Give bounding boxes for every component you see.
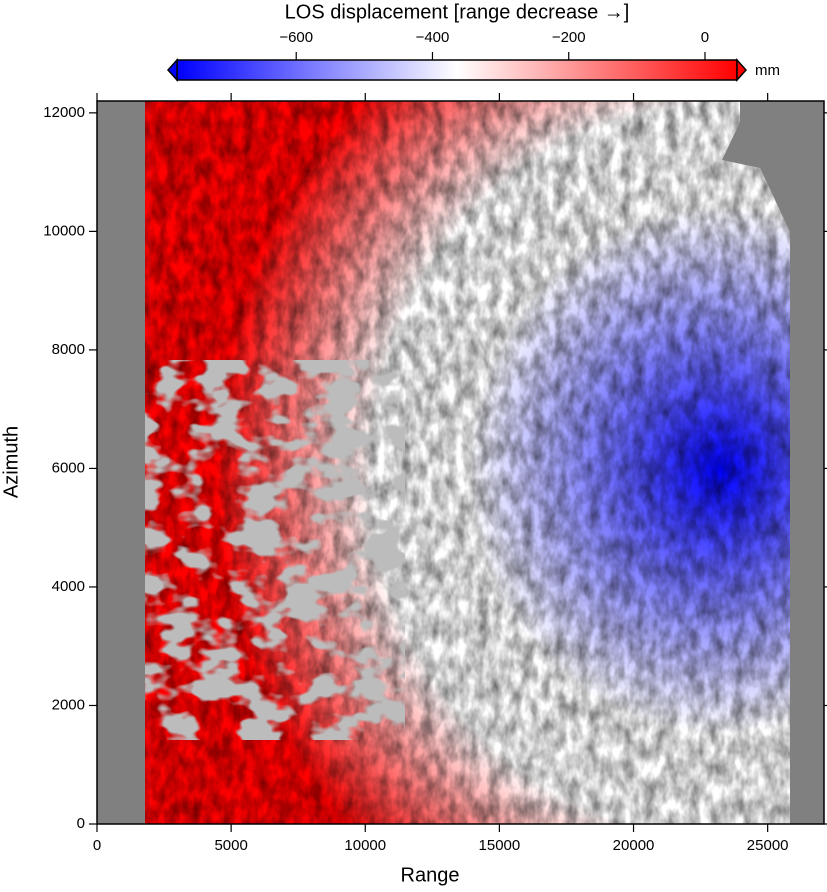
x-tick-label: 25000	[747, 837, 789, 854]
x-tick-label: 20000	[613, 837, 655, 854]
colorbar-bar	[176, 59, 738, 81]
x-tick-label: 5000	[214, 837, 247, 854]
x-tick-label: 0	[93, 837, 101, 854]
decorrelation-gaps	[145, 360, 405, 740]
y-axis-label: Azimuth	[0, 426, 22, 498]
colorbar-tick-label: −200	[552, 29, 586, 46]
y-tick-label: 6000	[52, 459, 85, 476]
colorbar-tick-label: −400	[416, 29, 450, 46]
colorbar-high-arrow	[736, 58, 748, 82]
colorbar-tick-label: 0	[701, 29, 709, 46]
colorbar	[166, 58, 748, 82]
y-tick-label: 2000	[52, 696, 85, 713]
x-tick-label: 15000	[479, 837, 521, 854]
y-tick-label: 0	[77, 815, 85, 832]
colorbar-unit: mm	[755, 62, 780, 79]
y-tick-label: 4000	[52, 578, 85, 595]
colorbar-tick-label: −600	[279, 29, 313, 46]
raster	[97, 101, 824, 824]
plot-frame	[96, 100, 825, 825]
x-tick-label: 10000	[344, 837, 386, 854]
colorbar-low-arrow	[166, 58, 178, 82]
y-tick-label: 8000	[52, 341, 85, 358]
y-tick-label: 12000	[43, 104, 85, 121]
colorbar-title: LOS displacement [range decrease →]	[285, 1, 630, 23]
x-axis-label: Range	[401, 864, 460, 886]
y-tick-label: 10000	[43, 222, 85, 239]
